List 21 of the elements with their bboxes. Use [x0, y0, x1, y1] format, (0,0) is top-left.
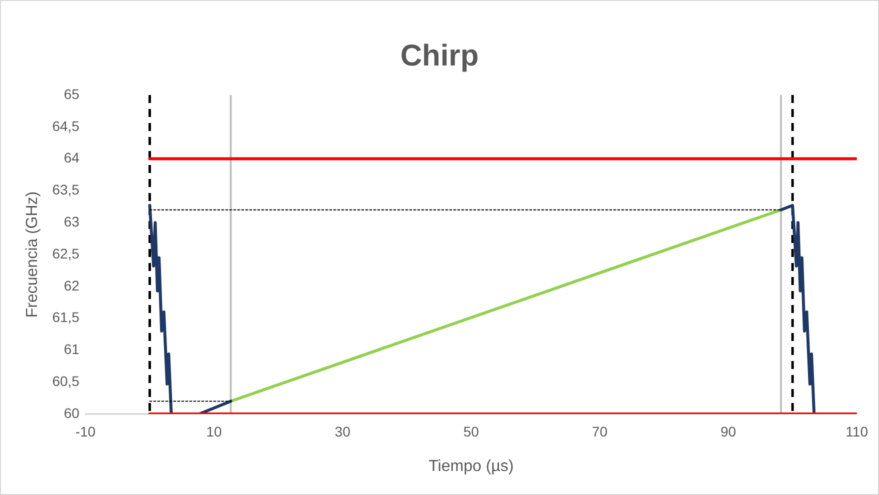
y-tick-label: 65: [64, 86, 80, 102]
y-tick-label: 63,5: [52, 182, 80, 198]
chart-title: Chirp: [400, 39, 479, 72]
y-tick-label: 63: [64, 213, 80, 230]
y-tick-label: 61: [64, 341, 80, 358]
y-tick-label: 60,5: [52, 372, 80, 389]
x-axis-title: Tiempo (µs): [428, 458, 514, 475]
y-tick-label: 64,5: [52, 118, 80, 134]
y-axis-title: Frecuencia (GHz): [24, 191, 42, 318]
x-tick-label: -10: [75, 423, 96, 440]
x-tick-label: 90: [720, 423, 736, 440]
x-tick-label: 30: [334, 423, 351, 440]
y-tick-label: 62: [64, 277, 80, 294]
y-tick-label: 60: [64, 404, 80, 421]
y-tick-label: 61,5: [52, 309, 80, 326]
y-tick-label: 64: [64, 150, 80, 166]
x-tick-label: 50: [463, 423, 480, 440]
x-tick-label: 10: [206, 423, 222, 440]
y-tick-label: 62,5: [52, 245, 80, 262]
x-tick-label: 70: [592, 423, 608, 440]
x-tick-label: 110: [846, 423, 868, 440]
